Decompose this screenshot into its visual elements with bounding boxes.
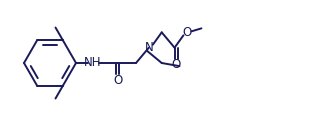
Text: O: O (113, 73, 122, 87)
Text: NH: NH (84, 56, 102, 70)
Text: O: O (183, 26, 192, 39)
Text: O: O (172, 58, 181, 71)
Text: N: N (144, 41, 153, 54)
